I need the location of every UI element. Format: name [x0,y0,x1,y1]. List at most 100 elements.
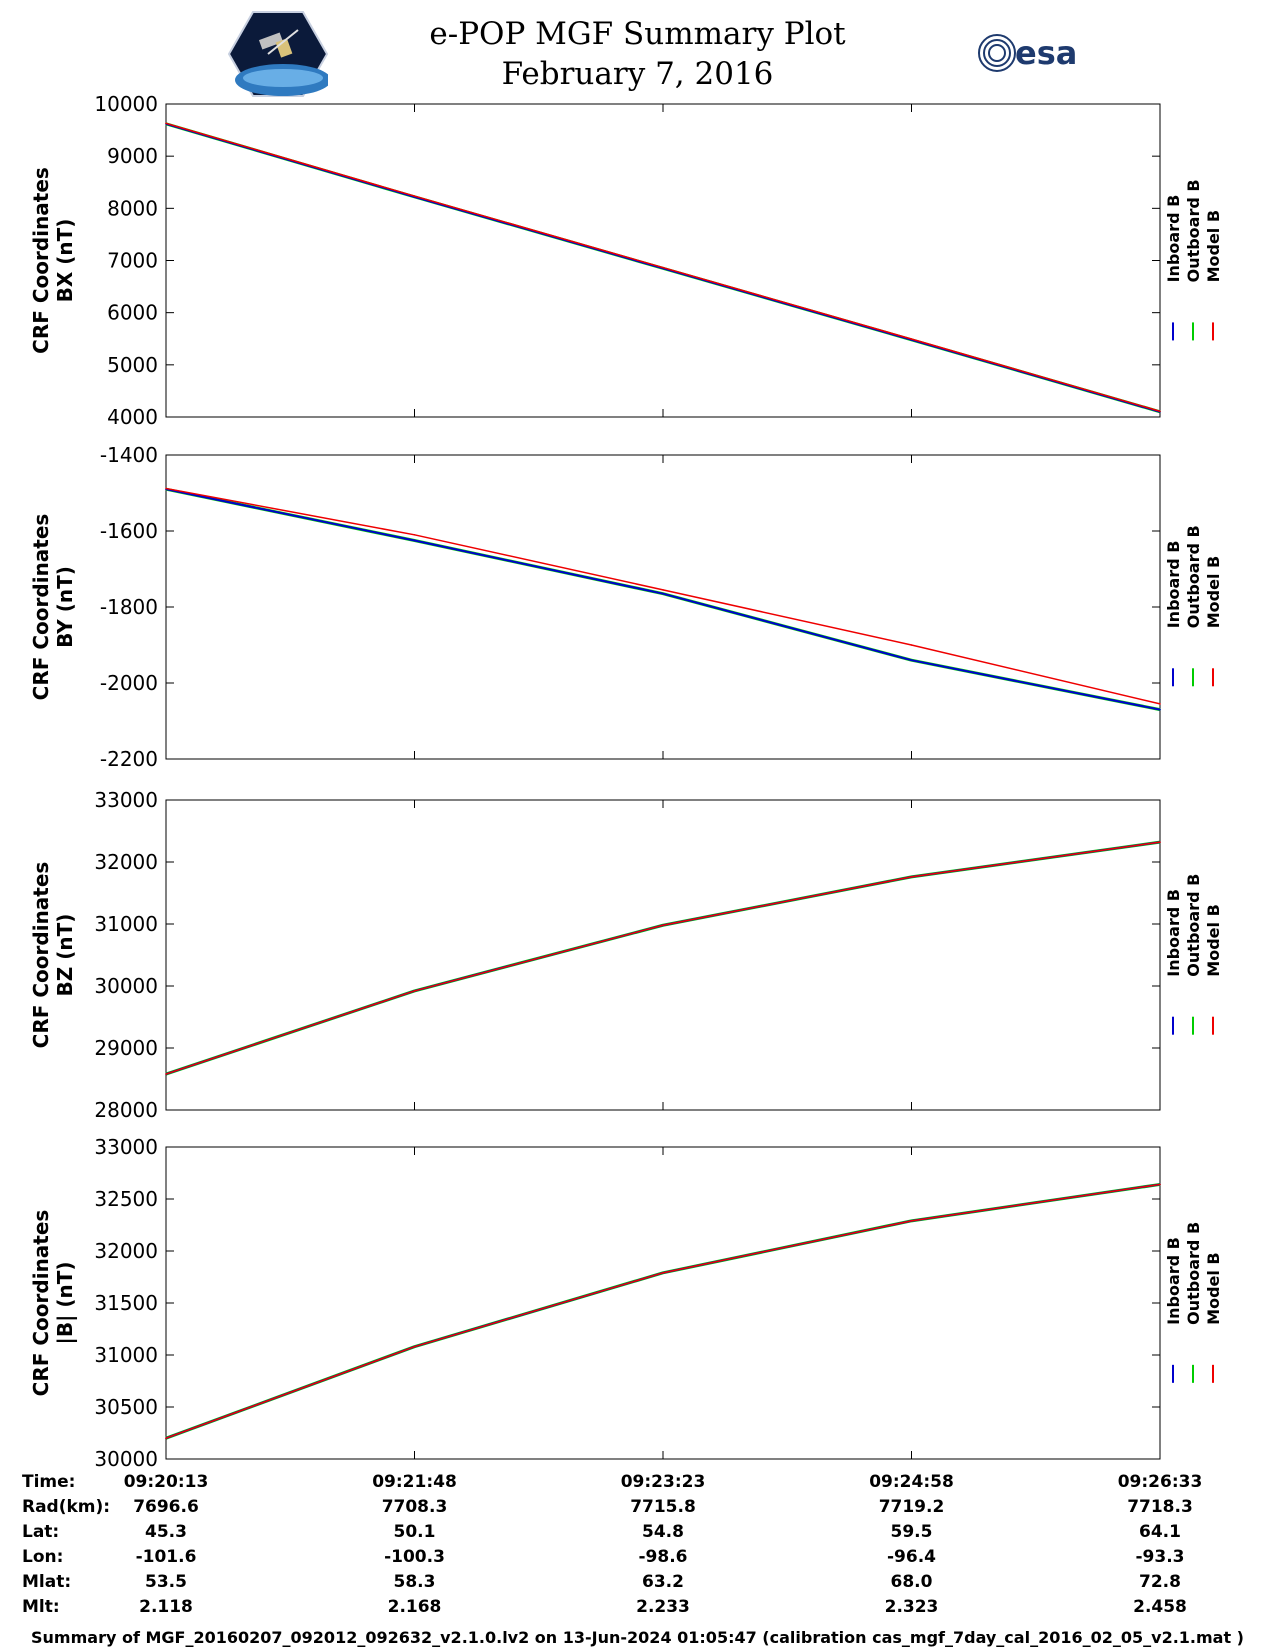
y-tick-label: -1400 [100,443,158,467]
data-point [165,1073,167,1075]
data-point [165,1437,167,1439]
orbit-row-value: 64.1 [1139,1522,1181,1542]
y-tick-label: -1600 [100,519,158,543]
orbit-row-label: Mlt: [22,1597,60,1617]
orbit-row-value: 2.233 [636,1597,690,1617]
orbit-row-value: 09:23:23 [621,1472,706,1492]
plot-frame [165,454,1161,760]
data-point [662,1272,664,1274]
y-tick-label: 8000 [107,196,158,220]
legend-entry: Outboard B [1184,874,1203,977]
summary-footer: Summary of MGF_20160207_092012_092632_v2… [31,1628,1244,1647]
orbit-row-value: 09:24:58 [869,1472,954,1492]
orbit-row-value: 09:21:48 [372,1472,457,1492]
data-point [910,876,913,878]
data-point [413,539,416,542]
panel-2: -2200 -2000 -1800 -1600 -1400 CRF Coordinates… [29,443,1223,771]
y-tick-label: 7000 [107,249,158,273]
y-tick-label: 30500 [94,1395,158,1419]
legend-entry: Inboard B [1164,889,1183,977]
orbit-row-value: 54.8 [642,1522,684,1542]
data-point [1159,1183,1161,1186]
data-point [1159,708,1161,711]
data-point [1159,841,1161,843]
series-line-model-b [165,841,1161,1075]
legend-entry: Outboard B [1184,1222,1203,1325]
orbit-row-label: Lon: [22,1547,63,1567]
orbit-row-value: -100.3 [384,1547,445,1567]
series-line-outboard-b [165,487,1161,712]
legend-entry: Inboard B [1164,541,1183,629]
series-line-inboard-b [165,841,1161,1075]
data-point [413,195,416,197]
orbit-row-value: 2.168 [388,1597,442,1617]
y-tick-label: 31000 [94,912,158,936]
series-line-model-b [165,1183,1161,1439]
orbit-row-value: 09:26:33 [1118,1472,1203,1492]
y-axis-label: CRF CoordinatesBY (nT) [29,514,77,701]
legend-entry: Inboard B [1164,195,1183,283]
data-point [910,338,913,340]
plot-frame [165,799,1161,1111]
orbit-row-value: 09:20:13 [124,1472,209,1492]
data-point [662,589,664,591]
orbit-row-value: 45.3 [145,1522,187,1542]
orbit-row-value: -96.4 [887,1547,936,1567]
panel-3: 28000 29000 30000 31000 32000 33000 CRF Coordi… [29,788,1223,1122]
orbit-row-value: 72.8 [1139,1572,1181,1592]
y-axis-label-line-2: BZ (nT) [53,914,77,997]
data-point [165,122,167,125]
data-point [910,1220,913,1222]
y-axis-label-line-1: CRF Coordinates [29,862,53,1049]
legend-entry: Model B [1204,210,1223,282]
data-point [662,924,664,927]
orbit-row-label: Lat: [22,1522,59,1542]
y-tick-label: 30000 [94,974,158,998]
orbit-row-value: 7708.3 [382,1497,448,1517]
orbit-row-value: 63.2 [642,1572,684,1592]
y-tick-label: 31500 [94,1291,158,1315]
title-line-1: e-POP MGF Summary Plot [429,16,846,52]
y-tick-label: 33000 [94,788,158,812]
panel-4: 30000 30500 31000 31500 32000 32500 33000 CRF C… [29,1135,1223,1471]
y-axis-label-line-1: CRF Coordinates [29,167,53,354]
orbit-row-value: 7719.2 [879,1497,945,1517]
y-axis-label: CRF Coordinates|B| (nT) [29,1210,77,1397]
y-tick-label: -2000 [100,671,158,695]
y-tick-label: 30000 [94,1447,158,1471]
y-axis-label-line-2: |B| (nT) [53,1262,77,1345]
cassiope-logo [228,11,328,97]
y-tick-label: 32000 [94,850,158,874]
orbit-row-value: 7718.3 [1127,1497,1193,1517]
y-tick-label: 4000 [107,405,158,429]
legend-entry: Model B [1204,1252,1223,1324]
y-tick-label: -1800 [100,595,158,619]
y-tick-label: 32000 [94,1239,158,1263]
y-tick-label: 31000 [94,1343,158,1367]
orbit-row-value: 2.118 [139,1597,193,1617]
orbit-row-value: 50.1 [394,1522,436,1542]
orbit-row-value: 59.5 [891,1522,933,1542]
y-axis-label-line-1: CRF Coordinates [29,514,53,701]
data-point [1159,703,1161,705]
data-point [910,659,913,661]
y-tick-label: 6000 [107,301,158,325]
orbit-row-value: 2.323 [885,1597,939,1617]
orbit-row-value: 7715.8 [630,1497,696,1517]
orbit-row-value: -93.3 [1136,1547,1185,1567]
y-axis-label: CRF CoordinatesBX (nT) [29,167,77,354]
data-point [1159,410,1161,413]
data-point [910,644,913,646]
orbit-row-value: 7696.6 [133,1497,199,1517]
esa-logo-text: esa [1015,34,1077,72]
panel-1: 4000 5000 6000 7000 8000 9000 10000 CRF Coordin… [29,92,1223,429]
y-axis-label-line-2: BX (nT) [53,219,77,303]
y-axis-label-line-1: CRF Coordinates [29,1210,53,1397]
orbit-row-value: 2.458 [1133,1597,1187,1617]
data-point [413,534,416,536]
y-tick-label: -2200 [100,747,158,771]
y-tick-label: 5000 [107,353,158,377]
y-tick-label: 28000 [94,1098,158,1122]
orbit-row-label: Time: [22,1472,75,1492]
